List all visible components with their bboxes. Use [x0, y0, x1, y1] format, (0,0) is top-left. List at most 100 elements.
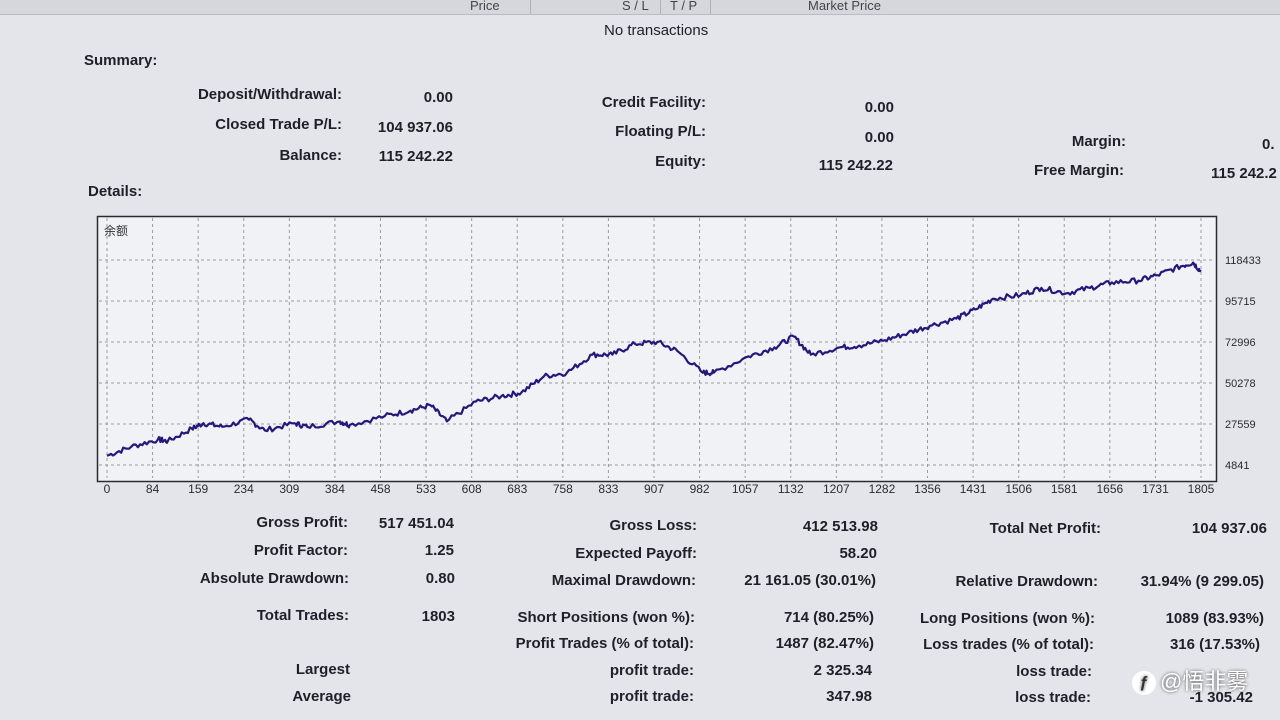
balance-series-line: [106, 261, 1202, 457]
maximal-drawdown-label: Maximal Drawdown:: [551, 572, 696, 589]
average-loss-label: loss trade:: [1015, 689, 1091, 706]
closed-pl-label: Closed Trade P/L:: [215, 116, 342, 133]
y-tick-label: 72996: [1225, 337, 1256, 349]
margin-value: 0.: [1262, 136, 1275, 153]
profit-trades-label: Profit Trades (% of total):: [515, 635, 694, 652]
floating-label: Floating P/L:: [615, 123, 706, 140]
free-margin-label: Free Margin:: [1033, 162, 1124, 179]
loss-trades-value: 316 (17.53%): [1169, 636, 1260, 653]
deposit-value: 0.00: [423, 89, 453, 106]
watermark: ƒ @悟非雾: [1132, 664, 1248, 696]
equity-value: 115 242.22: [818, 157, 893, 174]
column-header-sl[interactable]: S / L: [610, 0, 661, 14]
relative-drawdown-value: 31.94% (9 299.05): [1140, 573, 1264, 590]
x-tick-label: 758: [553, 482, 573, 496]
column-header-price[interactable]: Price: [450, 0, 531, 14]
x-tick-label: 533: [416, 482, 436, 496]
maximal-drawdown-value: 21 161.05 (30.01%): [744, 572, 876, 589]
equity-label: Equity:: [655, 153, 706, 170]
y-tick-label: 95715: [1225, 296, 1256, 308]
x-tick-label: 683: [507, 482, 527, 496]
total-net-profit-value: 104 937.06: [1191, 520, 1267, 537]
gross-profit-value: 517 451.04: [378, 515, 454, 532]
x-tick-label: 0: [104, 482, 111, 496]
total-trades-value: 1803: [421, 608, 455, 625]
largest-profit-value: 2 325.34: [813, 662, 872, 679]
average-loss-value: -1 305.42: [1189, 689, 1253, 706]
average-profit-value: 347.98: [826, 688, 872, 705]
short-positions-label: Short Positions (won %):: [517, 609, 696, 626]
x-tick-label: 608: [462, 482, 482, 496]
x-tick-label: 1132: [778, 482, 804, 496]
table-header: Price S / L T / P Market Price: [0, 0, 1280, 15]
profit-factor-label: Profit Factor:: [253, 542, 348, 559]
x-tick-label: 1356: [914, 482, 941, 496]
x-tick-label: 1656: [1096, 482, 1123, 496]
x-tick-label: 1057: [732, 482, 759, 496]
x-tick-label: 1207: [823, 482, 850, 496]
x-tick-label: 1731: [1142, 482, 1169, 496]
gross-loss-value: 412 513.98: [802, 518, 878, 535]
profit-trades-value: 1487 (82.47%): [775, 635, 874, 652]
column-header-label: S / L: [622, 0, 649, 13]
closed-pl-value: 104 937.06: [377, 119, 453, 136]
x-tick-label: 1282: [869, 482, 896, 496]
y-tick-label: 27559: [1225, 419, 1256, 431]
relative-drawdown-label: Relative Drawdown:: [955, 573, 1098, 590]
loss-trades-label: Loss trades (% of total):: [923, 636, 1094, 653]
credit-label: Credit Facility:: [601, 94, 706, 111]
x-tick-label: 384: [325, 482, 345, 496]
short-positions-value: 714 (80.25%): [783, 609, 874, 626]
x-tick-label: 1581: [1051, 482, 1078, 496]
x-tick-label: 1431: [960, 482, 987, 496]
long-positions-value: 1089 (83.93%): [1165, 610, 1264, 627]
absolute-drawdown-label: Absolute Drawdown:: [199, 570, 349, 587]
largest-profit-label: profit trade:: [609, 662, 694, 679]
app-logo-icon: ƒ: [1132, 671, 1156, 696]
profit-factor-value: 1.25: [424, 542, 454, 559]
column-header-label: Market Price: [808, 0, 881, 13]
margin-label: Margin:: [1071, 133, 1126, 150]
x-tick-label: 234: [234, 482, 254, 496]
total-trades-label: Total Trades:: [256, 607, 349, 624]
watermark-text: @悟非雾: [1160, 669, 1249, 694]
y-tick-label: 4841: [1225, 460, 1249, 472]
y-tick-label: 118433: [1225, 255, 1261, 267]
x-tick-label: 159: [188, 482, 208, 496]
total-net-profit-label: Total Net Profit:: [989, 520, 1101, 537]
x-tick-label: 1805: [1188, 482, 1215, 496]
x-tick-label: 309: [279, 482, 299, 496]
x-tick-label: 458: [370, 482, 390, 496]
gross-profit-label: Gross Profit:: [256, 514, 348, 531]
chart-frame: [96, 215, 1218, 483]
column-header-market-price[interactable]: Market Price: [710, 0, 990, 14]
absolute-drawdown-value: 0.80: [425, 570, 455, 587]
column-header-label: Price: [470, 0, 500, 13]
column-header-tp[interactable]: T / P: [660, 0, 711, 14]
no-transactions-text: No transactions: [604, 22, 709, 39]
gross-loss-label: Gross Loss:: [609, 517, 697, 534]
x-tick-label: 1506: [1005, 482, 1032, 496]
balance-label: Balance:: [279, 147, 342, 164]
details-title: Details:: [88, 183, 143, 200]
average-label: Average: [292, 688, 351, 705]
largest-loss-label: loss trade:: [1016, 663, 1092, 680]
expected-payoff-value: 58.20: [839, 545, 877, 562]
credit-value: 0.00: [864, 99, 894, 116]
x-tick-label: 982: [690, 482, 710, 496]
x-tick-label: 907: [644, 482, 664, 496]
deposit-label: Deposit/Withdrawal:: [197, 86, 342, 103]
x-tick-label: 84: [146, 482, 160, 496]
expected-payoff-label: Expected Payoff:: [575, 545, 697, 562]
column-header-label: T / P: [670, 0, 698, 13]
chart-title: 余额: [104, 224, 129, 238]
balance-value: 115 242.22: [378, 148, 453, 165]
x-tick-label: 833: [598, 482, 618, 496]
balance-chart: 0 84 159 234 309 384 458 533 608 683 758 833 907 982 1…: [96, 215, 1261, 496]
y-tick-label: 50278: [1225, 378, 1256, 390]
free-margin-value: 115 242.2: [1211, 165, 1277, 182]
average-profit-label: profit trade:: [609, 688, 694, 705]
floating-value: 0.00: [864, 129, 894, 146]
summary-title: Summary:: [84, 52, 158, 69]
long-positions-label: Long Positions (won %):: [920, 610, 1095, 627]
